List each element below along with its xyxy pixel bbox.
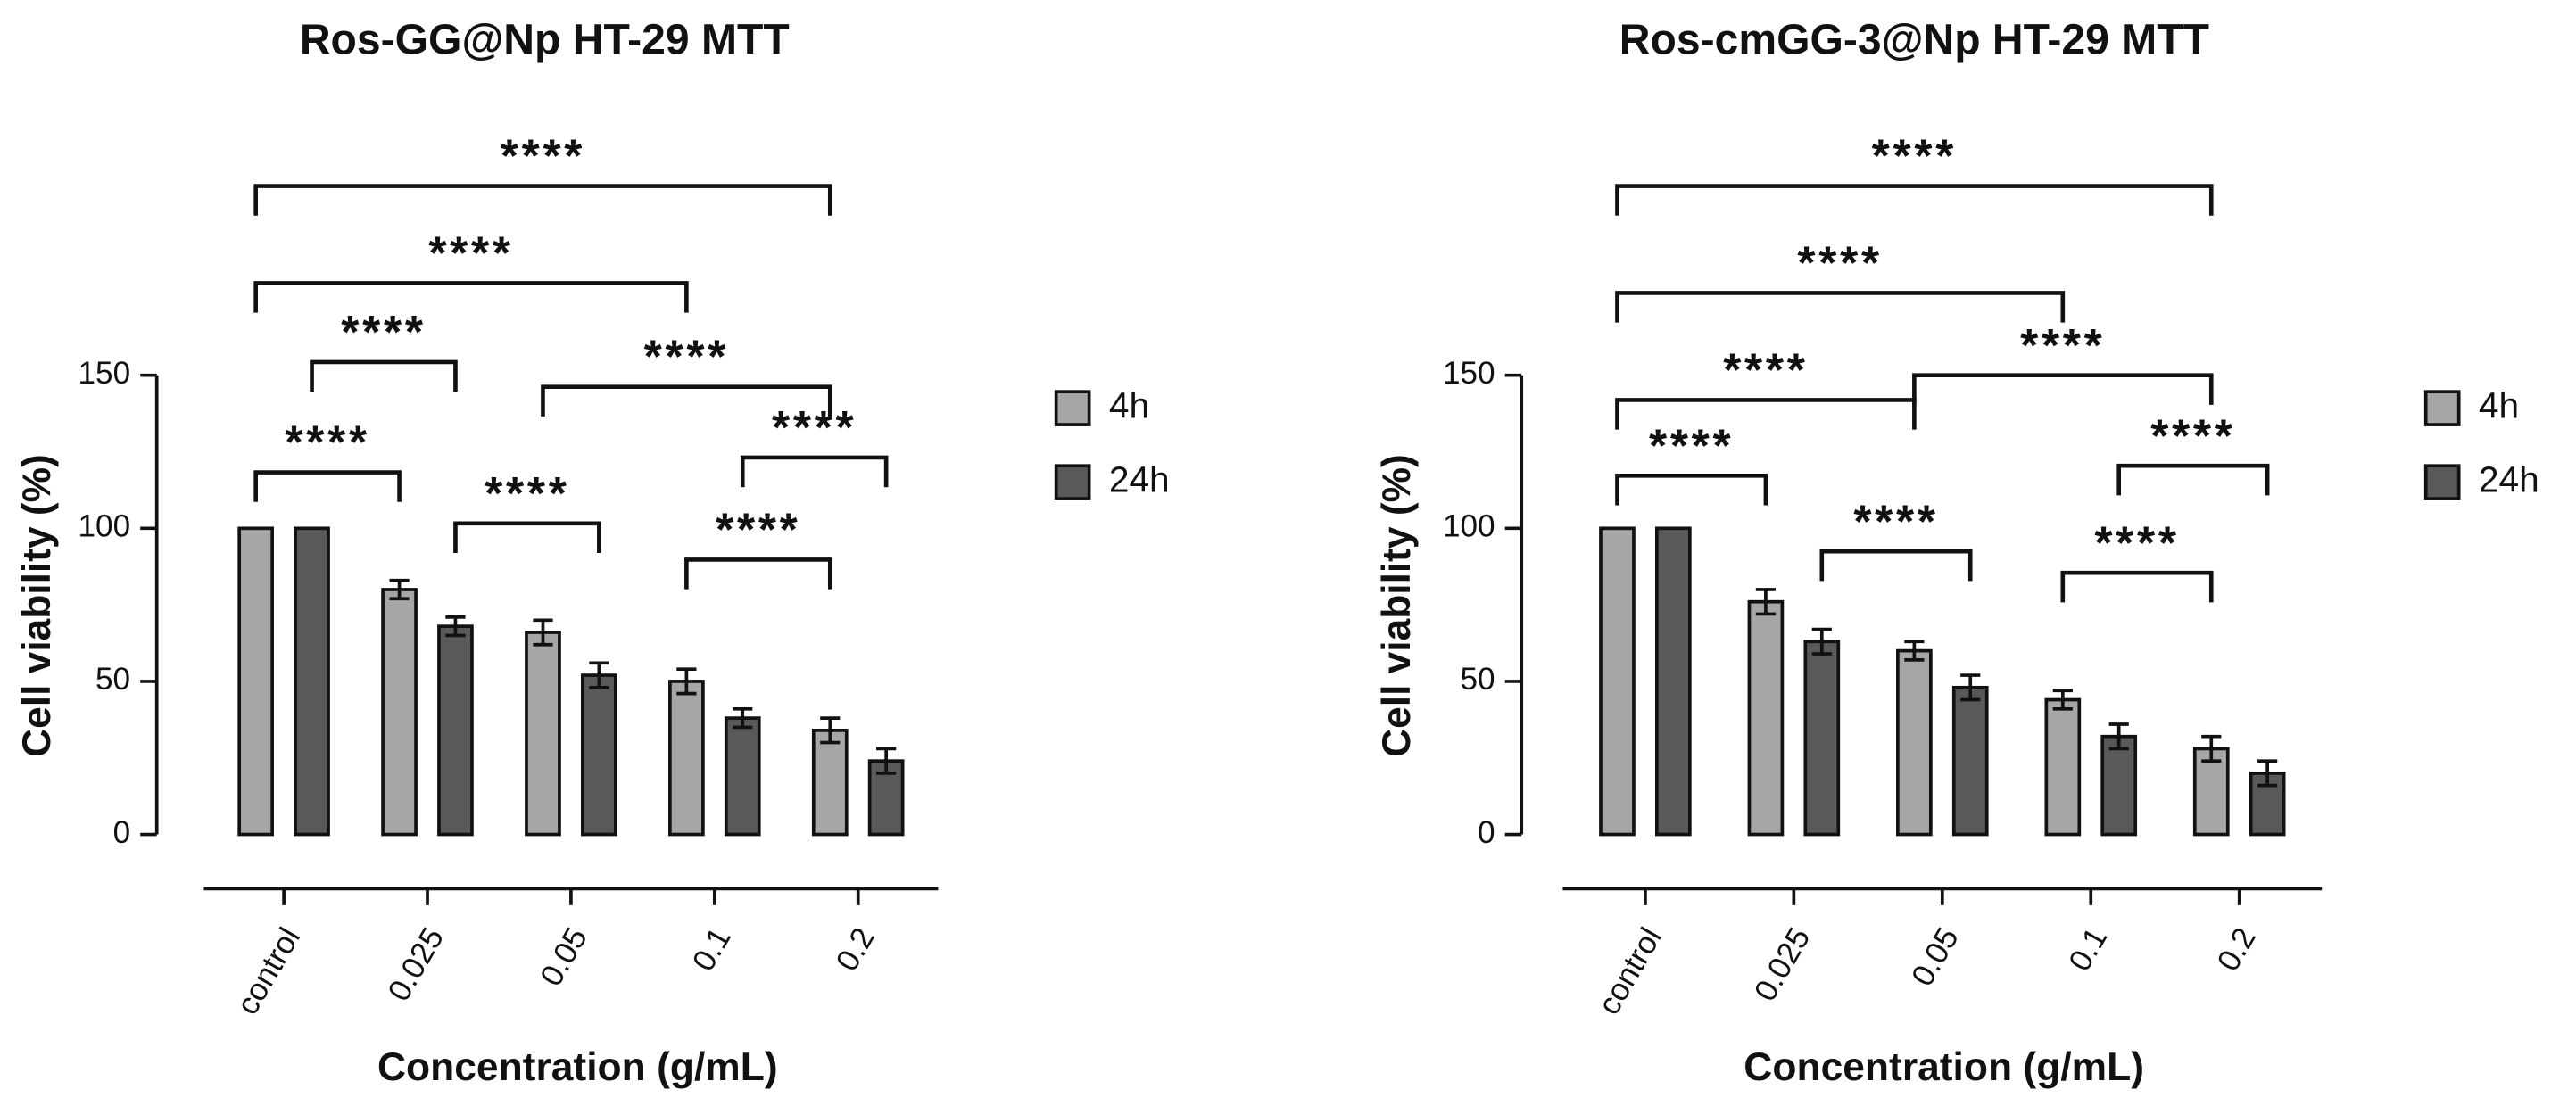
significance-label: **** [1723,344,1808,396]
legend-label: 4h [2479,384,2519,425]
significance-label: **** [772,401,857,453]
significance-bracket [1912,373,2214,405]
significance-bracket [2060,570,2214,603]
x-tick-label: 0.05 [1905,922,1966,993]
significance-bracket [1615,184,2214,216]
legend-label: 4h [1109,384,1149,425]
bar [237,526,275,837]
y-tick-label: 50 [95,662,130,697]
error-bar [1755,588,1777,616]
bar [1655,526,1692,837]
bar [581,673,617,837]
significance-label: **** [1853,495,1938,547]
bar [668,680,705,837]
x-tick-label: control [1591,922,1669,1021]
significance-label: **** [285,417,369,468]
y-tick-label: 150 [1443,356,1495,391]
y-axis-label: Cell viability (%) [1375,454,1419,757]
significance-label: **** [341,306,426,358]
x-axis-label: Concentration (g/mL) [377,1045,778,1089]
significance-label: **** [1797,237,1882,289]
significance-bracket [740,455,889,488]
error-bar [533,618,553,647]
significance-bracket [253,184,832,216]
bar [1803,640,1841,837]
significance-label: **** [485,467,569,519]
y-tick-label: 0 [1478,815,1495,850]
legend-label: 24h [2479,458,2539,499]
significance-bracket [684,557,832,590]
bar [2100,734,2138,837]
bar [811,728,849,837]
x-tick-label: 0.1 [686,922,738,978]
bar [724,716,761,837]
x-tick-label: 0.2 [2211,922,2263,978]
error-bar [733,706,753,730]
significance-bracket [1615,291,2066,323]
significance-label: **** [1649,419,1734,471]
significance-bracket [2116,463,2270,496]
significance-label: **** [1872,130,1957,182]
error-bar [1904,640,1925,662]
significance-bracket [253,470,402,502]
error-bar [2257,759,2278,788]
y-tick-label: 100 [79,509,131,544]
error-bar [2201,734,2222,763]
x-tick-label: 0.1 [2062,922,2114,978]
legend-swatch [1054,390,1091,426]
x-tick-label: 0.2 [830,922,882,978]
bar [1951,685,1989,837]
significance-bracket [541,384,832,417]
significance-bracket [1615,473,1768,506]
error-bar [445,615,466,638]
legend-label: 24h [1109,458,1170,499]
y-tick-label: 100 [1443,509,1495,544]
significance-bracket [453,521,601,553]
x-tick-label: 0.025 [1748,922,1818,1007]
error-bar [1811,627,1832,656]
bar [525,631,561,837]
error-bar [2052,689,2073,711]
error-bar [2108,722,2129,751]
legend-swatch [2423,390,2461,426]
error-bar [876,747,897,775]
error-bar [820,716,841,745]
bar [2044,697,2082,837]
error-bar [676,667,697,696]
y-tick-label: 0 [113,815,131,850]
significance-label: **** [644,331,729,383]
chart-title: Ros-cmGG-3@Np HT-29 MTT [1619,17,2209,64]
significance-label: **** [2150,409,2235,461]
significance-label: **** [2020,319,2105,371]
chart-title: Ros-GG@Np HT-29 MTT [300,17,790,64]
y-tick-label: 50 [1461,662,1495,697]
error-bar [389,578,410,601]
x-tick-label: control [230,922,308,1021]
significance-label: **** [428,227,513,279]
bar [381,588,418,837]
bar [1599,526,1636,837]
significance-bracket [310,359,458,392]
x-tick-label: 0.05 [534,922,594,993]
bar [294,526,330,837]
significance-bracket [1615,398,1917,430]
significance-label: **** [2094,516,2179,568]
error-bar [1960,673,1981,702]
bar [1896,648,1933,837]
bar [1747,599,1785,837]
legend-swatch [1054,464,1091,500]
x-axis-label: Concentration (g/mL) [1744,1045,2144,1089]
y-axis-label: Cell viability (%) [15,454,59,757]
significance-bracket [253,281,689,313]
x-tick-label: 0.025 [381,922,451,1007]
significance-label: **** [501,130,585,182]
legend-swatch [2423,464,2461,500]
significance-bracket [1819,549,1973,582]
y-tick-label: 150 [79,356,131,391]
error-bar [589,661,609,689]
bar [437,624,474,837]
significance-label: **** [716,504,800,556]
